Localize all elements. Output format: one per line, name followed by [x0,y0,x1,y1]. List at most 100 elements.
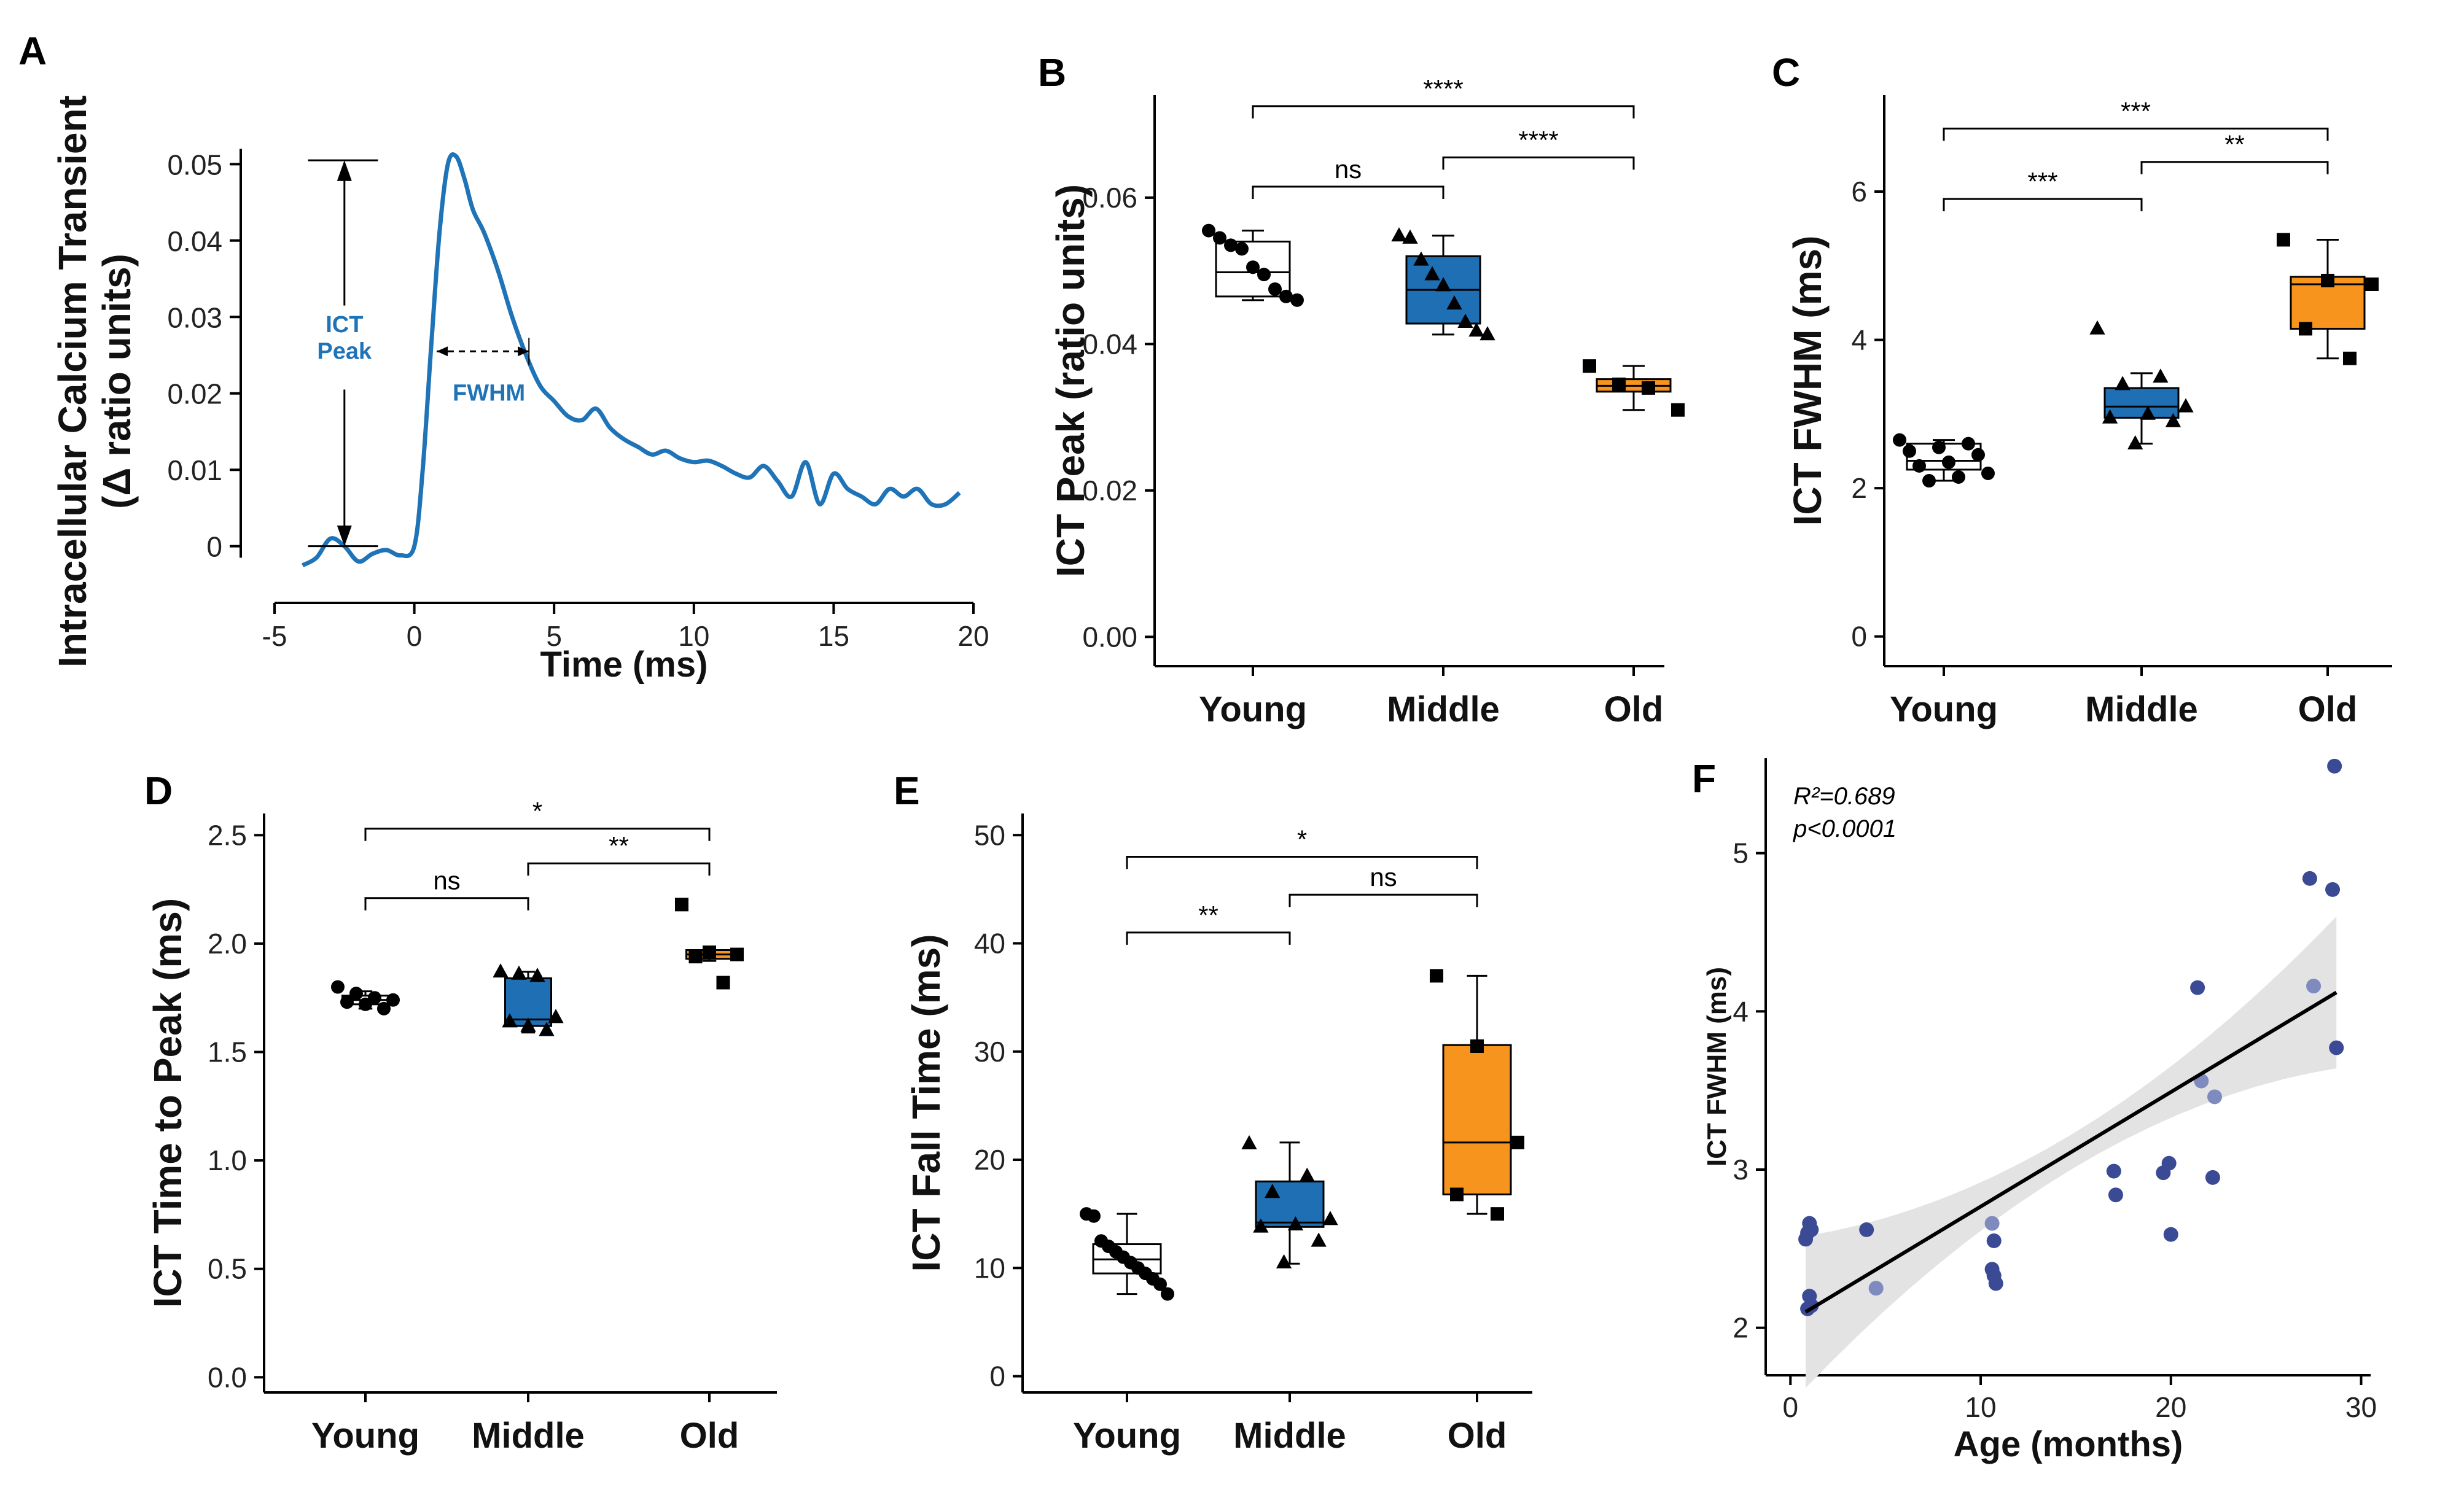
scatter-point [1988,1276,2003,1291]
y-tick-label-a: 0.01 [167,454,222,486]
panel-label-e: E [894,769,920,813]
data-point-d [716,976,730,990]
data-point-c [1893,433,1906,447]
y-tick-label-b: 0.06 [1082,182,1137,214]
peak-arrowhead-down [337,526,352,546]
significance-label-c: *** [2027,167,2057,196]
y-tick-label-a: 0.02 [167,378,222,410]
data-point-d [386,993,400,1007]
significance-label-b: ns [1335,155,1362,184]
significance-label-d: ns [433,866,460,895]
data-point-b [1257,268,1271,282]
data-point-c [1981,466,1995,480]
data-point-e [1287,1216,1304,1231]
peak-label-line2: Peak [317,339,372,365]
data-point-b [1480,326,1495,341]
fwhm-arrowhead-left [437,346,448,357]
data-point-b [1268,282,1282,296]
scatter-point [2190,980,2205,995]
x-tick-label-f: 0 [1782,1391,1798,1423]
data-point-b [1612,377,1626,391]
y-axis-title-e: ICT Fall Time (ms) [904,934,948,1272]
x-tick-label-a: 0 [407,620,423,652]
y-tick-label-a: 0 [206,531,222,563]
data-point-c [2153,368,2169,383]
significance-label-d: * [532,797,542,826]
x-category-label-d: Old [680,1416,739,1456]
stats-p-value: p<0.0001 [1793,815,1897,842]
data-point-d [331,980,345,994]
data-point-d [340,995,354,1009]
y-axis-title-b: ICT Peak (ratio units) [1048,184,1093,577]
data-point-c [2115,376,2131,390]
x-category-label-b: Middle [1387,689,1500,729]
peak-arrowhead-up [337,160,352,181]
data-point-e [1430,969,1443,983]
y-tick-label-e: 40 [974,928,1005,960]
significance-label-e: * [1297,825,1307,854]
regression-line [1804,990,2337,1314]
x-tick-label-a: 15 [818,620,849,652]
data-point-d [520,1017,536,1032]
data-point-d [511,965,527,980]
y-tick-label-a: 0.03 [167,301,222,333]
x-category-label-e: Middle [1233,1416,1346,1456]
y-axis-title-c: ICT FWHM (ms) [1785,236,1830,526]
data-point-c [1971,448,1985,462]
data-point-e [1322,1211,1338,1225]
significance-label-c: *** [2121,96,2151,125]
box-middle-e [1255,1180,1325,1228]
data-point-c [1922,474,1936,488]
panel-f-scatter-plot: F 2 3 4 5 0 10 20 30 Age (months) ICT FWHM (ms) R²=… [1692,756,2377,1464]
data-point-d [502,1013,518,1028]
data-point-e [1265,1184,1281,1198]
data-point-c [1912,459,1926,473]
stats-r-squared: R²=0.689 [1793,783,1895,810]
scatter-point [1804,1222,1819,1237]
data-point-e [1241,1135,1257,1149]
y-tick-label-b: 0.02 [1082,475,1137,507]
y-tick-label-f: 3 [1733,1154,1749,1186]
x-category-label-b: Young [1199,689,1307,729]
data-point-c [1942,455,1955,469]
x-category-label-c: Middle [2085,689,2198,729]
scatter-point [2207,1089,2223,1105]
x-category-label-d: Middle [472,1416,585,1456]
y-tick-label-e: 30 [974,1036,1005,1068]
scatter-point [2108,1187,2123,1203]
significance-label-b: **** [1518,125,1558,154]
significance-bracket-b [1252,105,1635,118]
data-point-b [1413,251,1429,266]
data-point-e [1153,1277,1167,1291]
data-point-b [1446,295,1462,310]
y-tick-label-d: 2.5 [208,819,247,851]
significance-label-b: **** [1423,74,1463,103]
scatter-point [2302,871,2317,886]
data-point-b [1457,313,1473,328]
data-point-d [529,968,545,982]
significance-bracket-c [1943,127,2329,141]
x-category-label-c: Young [1890,689,1998,729]
data-point-c [1903,444,1916,458]
y-tick-label-f: 5 [1733,837,1749,869]
x-category-label-e: Young [1073,1416,1181,1456]
data-point-b [1279,289,1293,303]
significance-bracket-e [1126,931,1291,945]
data-point-c [2102,409,2118,424]
scatter-point [2161,1155,2177,1171]
data-point-b [1391,227,1407,242]
significance-bracket-e [1289,893,1478,907]
data-point-d [548,1009,564,1023]
data-point-e [1161,1287,1174,1301]
scatter-point [1984,1216,2000,1231]
data-point-d [349,987,363,1001]
y-tick-label-a: 0.05 [167,149,222,181]
y-axis-title-a-line2: (Δ ratio units) [95,254,139,509]
data-point-d [675,898,688,912]
data-point-b [1435,277,1451,292]
significance-bracket-c [1943,198,2143,212]
data-point-e [1311,1232,1327,1247]
x-tick-label-a: 5 [546,620,562,652]
scatter-point [1859,1222,1874,1237]
